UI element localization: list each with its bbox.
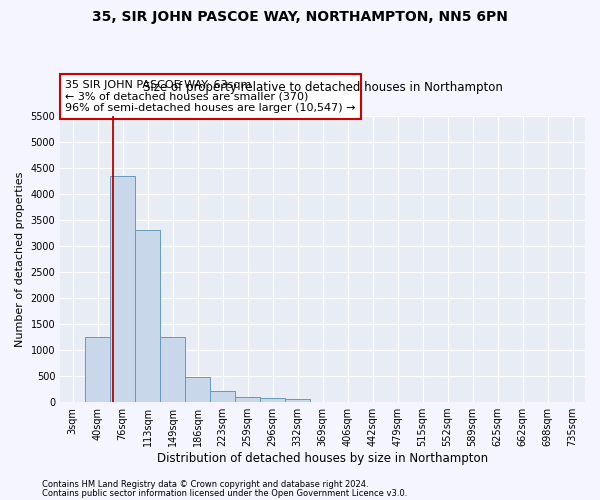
Text: 35, SIR JOHN PASCOE WAY, NORTHAMPTON, NN5 6PN: 35, SIR JOHN PASCOE WAY, NORTHAMPTON, NN… bbox=[92, 10, 508, 24]
Bar bbox=[285, 399, 310, 402]
Title: Size of property relative to detached houses in Northampton: Size of property relative to detached ho… bbox=[143, 81, 503, 94]
Bar bbox=[85, 337, 110, 402]
Bar bbox=[235, 398, 260, 402]
Text: Contains HM Land Registry data © Crown copyright and database right 2024.: Contains HM Land Registry data © Crown c… bbox=[42, 480, 368, 489]
Bar bbox=[110, 176, 135, 402]
X-axis label: Distribution of detached houses by size in Northampton: Distribution of detached houses by size … bbox=[157, 452, 488, 465]
Bar bbox=[135, 230, 160, 402]
Bar bbox=[260, 398, 285, 402]
Bar bbox=[185, 378, 210, 402]
Bar bbox=[160, 337, 185, 402]
Text: 35 SIR JOHN PASCOE WAY: 63sqm
← 3% of detached houses are smaller (370)
96% of s: 35 SIR JOHN PASCOE WAY: 63sqm ← 3% of de… bbox=[65, 80, 356, 113]
Y-axis label: Number of detached properties: Number of detached properties bbox=[15, 172, 25, 347]
Text: Contains public sector information licensed under the Open Government Licence v3: Contains public sector information licen… bbox=[42, 489, 407, 498]
Bar bbox=[210, 390, 235, 402]
